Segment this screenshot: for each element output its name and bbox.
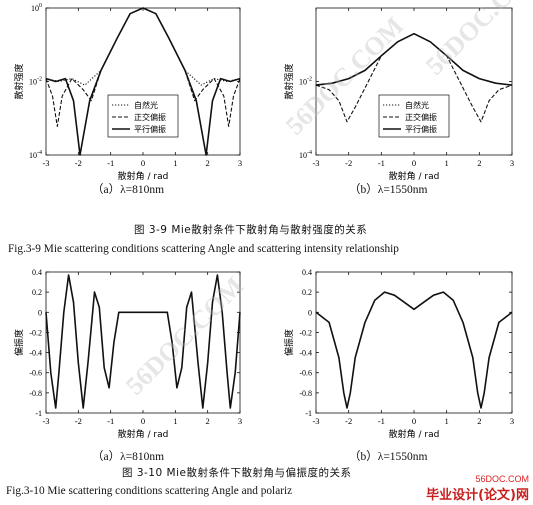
x-tick-label: 2 [477, 158, 481, 168]
x-axis-label: 散射角 / rad [389, 428, 440, 440]
subcaption-3-10-a: （a）λ=810nm [92, 451, 165, 463]
y-tick-label: 0 [308, 308, 312, 317]
logo-url: 56DOC.COM [475, 474, 529, 484]
x-tick-label: -1 [378, 416, 385, 426]
x-tick-label: 1 [445, 416, 449, 426]
series-line [45, 274, 241, 409]
series-line [45, 7, 241, 127]
y-tick-label: -0.8 [29, 389, 42, 398]
x-tick-label: 2 [206, 158, 210, 168]
legend-label: 正交偏振 [134, 112, 166, 122]
y-tick-label: -0.4 [299, 349, 312, 358]
caption-3-9-cn: 图 3-9 Mie散射条件下散射角与散射强度的关系 [134, 224, 368, 236]
x-tick-label: -2 [345, 416, 352, 426]
y-tick-label: 0.4 [302, 268, 312, 277]
x-tick-label: 2 [206, 416, 210, 426]
y-tick-label: -1 [35, 409, 42, 418]
x-axis-label: 散射角 / rad [389, 170, 440, 182]
y-tick-label: -0.6 [29, 369, 42, 378]
x-tick-label: -3 [42, 416, 49, 426]
y-tick-exponent: -2 [37, 77, 42, 83]
x-tick-label: 1 [173, 416, 177, 426]
subcaption-3-9-b: （b）λ=1550nm [349, 184, 428, 196]
series-line [45, 7, 241, 156]
series-line [315, 32, 513, 86]
y-tick-label: 0 [38, 308, 42, 317]
x-tick-label: 0 [141, 416, 145, 426]
series-line [315, 291, 513, 409]
logo-text: 毕业设计(论文)网 [426, 488, 529, 503]
chart-810nm-polarization: -3 -2 -1 0 1 2 3 0.4 0.2 0 -0.2 -0.4 -0.6 -0.8 -1 散射角 /… [13, 268, 242, 440]
plot-frame [315, 271, 513, 414]
x-tick-label: 0 [141, 158, 145, 168]
chart-810nm-intensity: -3 -2 -1 0 1 2 3 100 10-2 10-4 散射角 / rad 散射强度自然光正交偏… [13, 3, 242, 182]
subcaption-3-9-a: （a）λ=810nm [92, 184, 165, 196]
y-axis-label: 散射强度 [283, 63, 295, 99]
x-tick-label: 2 [477, 416, 481, 426]
y-tick-exponent: -4 [307, 150, 312, 156]
x-tick-label: 3 [238, 158, 242, 168]
x-tick-label: -2 [345, 158, 352, 168]
legend-label: 平行偏振 [405, 124, 437, 134]
x-tick-label: 3 [510, 416, 514, 426]
y-tick-label: 100 [31, 3, 42, 13]
y-tick-label: -0.8 [299, 389, 312, 398]
x-tick-label: 3 [510, 158, 514, 168]
y-axis-label: 偏振度 [283, 329, 295, 356]
x-axis-label: 散射角 / rad [118, 170, 169, 182]
x-tick-label: -2 [75, 416, 82, 426]
site-logo: 56DOC.COM 毕业设计(论文)网 [426, 474, 529, 503]
x-tick-label: -2 [75, 158, 82, 168]
y-axis-label: 偏振度 [13, 329, 25, 356]
x-tick-label: -3 [312, 416, 319, 426]
x-tick-label: 1 [445, 158, 449, 168]
y-tick-label: -0.2 [29, 328, 42, 337]
legend-label: 平行偏振 [134, 124, 166, 134]
legend-label: 自然光 [134, 100, 158, 110]
y-tick-label: -0.4 [29, 349, 42, 358]
subcaption-3-10-b: （b）λ=1550nm [349, 451, 428, 463]
chart-1550nm-polarization: -3 -2 -1 0 1 2 3 0.4 0.2 0 -0.2 -0.4 -0.6 -0.8 -1 散射角 /… [283, 268, 514, 440]
x-tick-label: 0 [412, 158, 416, 168]
y-tick-exponent: 0 [39, 3, 42, 9]
caption-3-9-en: Fig.3-9 Mie scattering conditions scatte… [8, 243, 399, 255]
legend-box [107, 94, 179, 138]
y-tick-label: 0.4 [32, 268, 42, 277]
y-tick-exponent: -2 [307, 77, 312, 83]
y-tick-label: 0.2 [302, 288, 312, 297]
x-tick-label: -3 [42, 158, 49, 168]
x-tick-label: -1 [378, 158, 385, 168]
x-tick-label: 0 [412, 416, 416, 426]
x-axis-label: 散射角 / rad [118, 428, 169, 440]
chart-1550nm-intensity: -3 -2 -1 0 1 2 3 10-2 10-4 散射角 / rad 散射强度自然光正交偏振平行… [283, 7, 514, 182]
x-tick-label: -1 [107, 158, 114, 168]
x-tick-label: -3 [312, 158, 319, 168]
y-tick-label: 10-4 [299, 150, 312, 160]
y-axis-label: 散射强度 [13, 63, 25, 99]
y-tick-label: -1 [305, 409, 312, 418]
y-tick-label: 10-2 [299, 77, 312, 87]
y-tick-exponent: -4 [37, 150, 42, 156]
y-tick-label: -0.2 [299, 328, 312, 337]
x-tick-label: -1 [107, 416, 114, 426]
y-tick-label: 10-4 [29, 150, 42, 160]
legend-label: 自然光 [405, 100, 429, 110]
caption-3-10-en: Fig.3-10 Mie scattering conditions scatt… [6, 485, 293, 497]
series-line [45, 7, 241, 86]
legend-label: 正交偏振 [405, 112, 437, 122]
y-tick-label: 10-2 [29, 77, 42, 87]
legend-box [378, 94, 450, 138]
caption-3-10-cn: 图 3-10 Mie散射条件下散射角与偏振度的关系 [122, 467, 352, 479]
x-tick-label: 1 [173, 158, 177, 168]
y-tick-label: 0.2 [32, 288, 42, 297]
x-tick-label: 3 [238, 416, 242, 426]
y-tick-label: -0.6 [299, 369, 312, 378]
